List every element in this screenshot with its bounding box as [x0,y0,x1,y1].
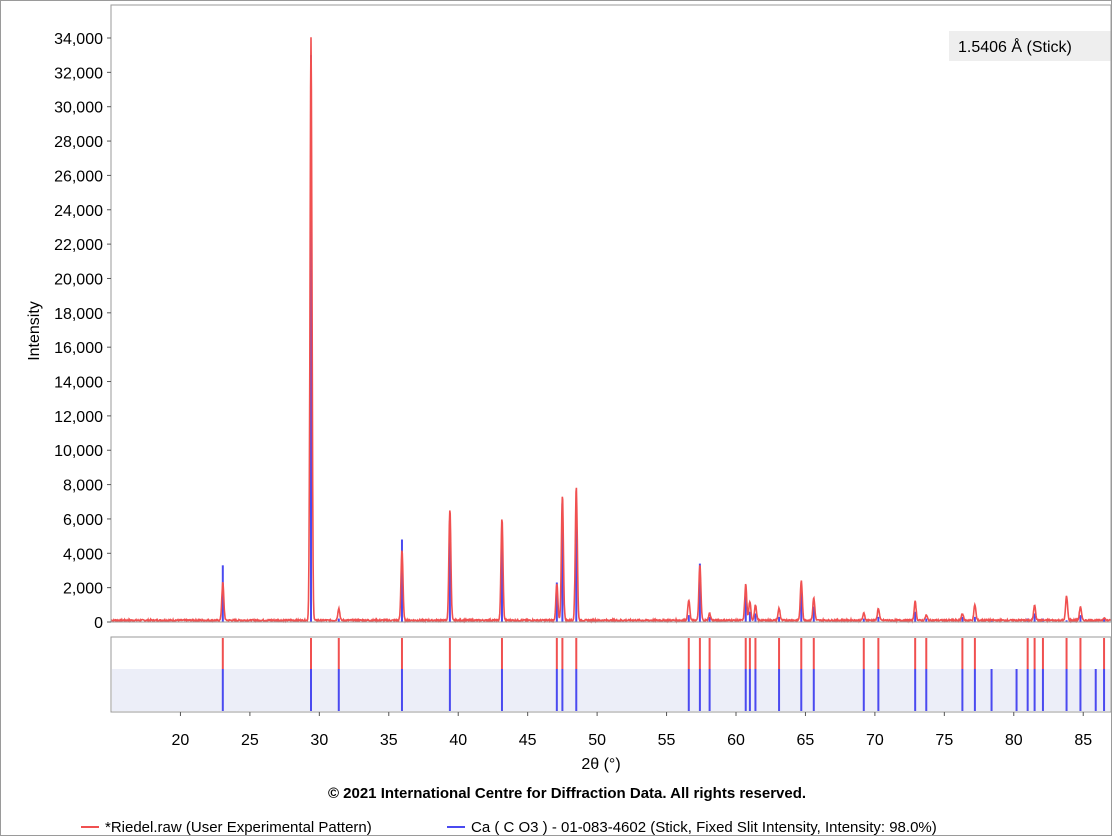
y-tick-label: 22,000 [54,237,103,254]
y-tick-label: 26,000 [54,168,103,185]
y-axis-title: Intensity [26,301,43,361]
x-tick-label: 25 [241,732,259,749]
legend-label-stick: Ca ( C O3 ) - 01-083-4602 (Stick, Fixed … [471,819,937,835]
x-tick-label: 85 [1074,732,1092,749]
x-axis-title: 2θ (°) [581,756,620,773]
x-tick-label: 35 [380,732,398,749]
y-tick-label: 32,000 [54,65,103,82]
y-tick-label: 2,000 [63,581,103,598]
y-tick-label: 0 [94,615,103,632]
y-tick-label: 8,000 [63,478,103,495]
x-tick-label: 20 [172,732,190,749]
plot-area [110,4,1112,623]
y-tick-label: 34,000 [54,31,103,48]
wavelength-badge: 1.5406 Å (Stick) [949,31,1112,61]
y-tick-label: 14,000 [54,375,103,392]
x-tick-label: 55 [658,732,676,749]
x-tick-label: 80 [1005,732,1023,749]
y-tick-label: 10,000 [54,443,103,460]
x-tick-label: 40 [449,732,467,749]
reference-strip-band [112,669,1110,711]
y-tick-label: 16,000 [54,340,103,357]
y-tick-label: 6,000 [63,512,103,529]
x-tick-label: 75 [935,732,953,749]
x-tick-label: 45 [519,732,537,749]
y-tick-label: 12,000 [54,409,103,426]
y-tick-label: 30,000 [54,100,103,117]
y-tick-label: 20,000 [54,271,103,288]
x-tick-label: 65 [797,732,815,749]
y-tick-label: 28,000 [54,134,103,151]
x-tick-label: 70 [866,732,884,749]
x-tick-label: 50 [588,732,606,749]
copyright-text: © 2021 International Centre for Diffract… [328,785,806,802]
y-tick-label: 4,000 [63,546,103,563]
legend-label-pattern: *Riedel.raw (User Experimental Pattern) [105,819,372,835]
y-tick-label: 18,000 [54,306,103,323]
x-tick-label: 60 [727,732,745,749]
legend: *Riedel.raw (User Experimental Pattern) … [81,819,937,836]
x-tick-label: 30 [310,732,328,749]
wavelength-badge-text: 1.5406 Å (Stick) [958,37,1072,56]
experimental-pattern-line [110,37,1112,624]
y-tick-label: 24,000 [54,203,103,220]
